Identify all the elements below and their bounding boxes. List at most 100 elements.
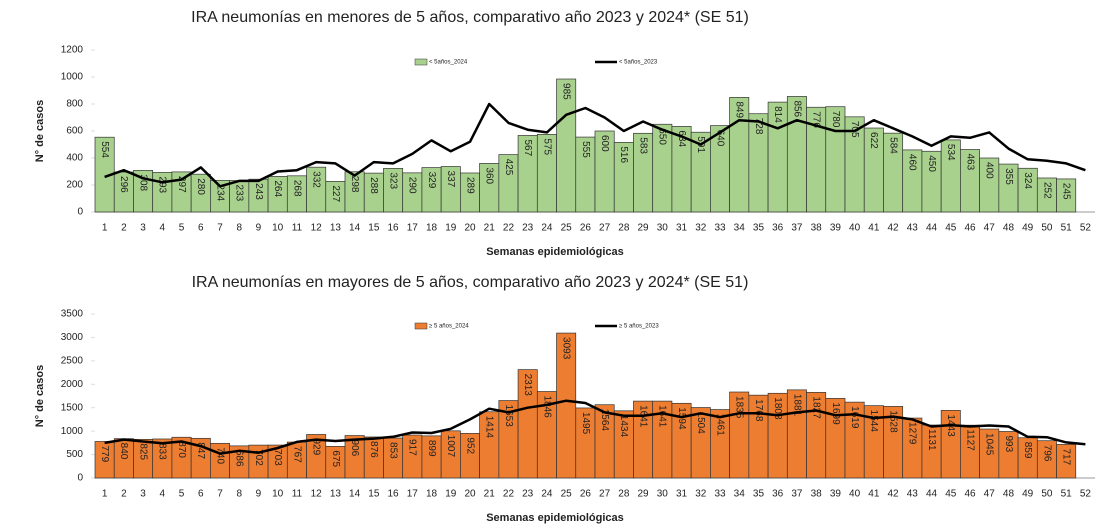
x-tick-label: 9 [256,223,262,234]
value-label: 952 [464,437,475,454]
x-tick-label: 22 [503,223,515,234]
legend-label: < 5años_2023 [619,60,658,66]
x-tick-label: 49 [1022,489,1034,500]
value-label: 600 [599,135,610,152]
value-label: 650 [657,128,668,145]
value-label: 814 [772,106,783,123]
x-tick-label: 26 [580,223,592,234]
x-tick-label: 50 [1041,489,1053,500]
y-tick-label: 800 [66,99,83,110]
x-tick-label: 2 [121,223,127,234]
value-label: 1827 [811,396,822,419]
value-label: 870 [176,441,187,458]
x-tick-label: 12 [311,223,323,234]
x-tick-label: 13 [330,223,342,234]
x-tick-label: 41 [868,223,880,234]
chart-title: IRA neumonías en mayores de 5 años, comp… [192,274,749,291]
value-label: 234 [214,184,225,201]
value-label: 332 [311,171,322,188]
value-label: 686 [234,450,245,467]
value-label: 1594 [676,407,687,430]
x-tick-label: 51 [1061,489,1073,500]
value-label: 702 [253,449,264,466]
x-tick-label: 40 [849,489,861,500]
value-label: 555 [580,141,591,158]
x-tick-label: 15 [368,489,380,500]
x-tick-label: 49 [1022,223,1034,234]
value-label: 776 [811,111,822,128]
x-tick-label: 3 [140,223,146,234]
x-tick-label: 27 [599,489,611,500]
bar [1056,444,1077,479]
line [104,102,1086,188]
x-axis-title: Semanas epidemiológicas [486,512,624,524]
value-label: 290 [407,177,418,194]
x-tick-label: 32 [695,223,707,234]
x-tick-label: 52 [1080,489,1092,500]
value-label: 740 [214,447,225,464]
y-tick-label: 400 [66,153,83,164]
value-label: 1007 [445,435,456,458]
x-tick-label: 20 [464,223,476,234]
x-tick-label: 5 [179,223,185,234]
legend-label: < 5años_2024 [429,60,468,66]
value-label: 917 [407,439,418,456]
value-label: 2313 [522,374,533,397]
value-label: 1414 [484,416,495,439]
y-tick-label: 3000 [61,332,84,343]
value-label: 856 [791,100,802,117]
value-label: 1131 [926,429,937,451]
x-tick-label: 34 [734,489,746,500]
value-label: 899 [426,440,437,457]
value-label: 567 [522,139,533,156]
x-tick-label: 52 [1080,223,1092,234]
x-tick-label: 14 [349,489,361,500]
value-label: 324 [1022,172,1033,189]
x-tick-label: 37 [791,489,803,500]
value-label: 554 [99,141,110,158]
value-label: 329 [426,172,437,189]
x-tick-label: 14 [349,223,361,234]
value-label: 516 [618,146,629,163]
x-tick-label: 18 [426,223,438,234]
value-label: 360 [484,167,495,184]
value-label: 717 [1061,448,1072,465]
value-label: 833 [157,443,168,460]
x-tick-label: 43 [907,489,919,500]
x-tick-label: 44 [926,223,938,234]
x-tick-label: 28 [618,223,630,234]
value-label: 425 [503,159,514,176]
y-tick-label: 2500 [61,355,84,366]
x-tick-label: 16 [388,223,400,234]
value-label: 847 [195,442,206,459]
x-tick-label: 43 [907,223,919,234]
y-tick-label: 0 [77,207,83,218]
x-tick-label: 44 [926,489,938,500]
value-label: 985 [561,83,572,100]
x-tick-label: 8 [236,489,242,500]
x-tick-label: 31 [676,489,688,500]
y-tick-label: 1200 [61,45,84,56]
x-tick-label: 48 [1003,223,1015,234]
value-label: 1835 [734,396,745,419]
x-tick-label: 6 [198,223,204,234]
value-label: 400 [984,162,995,179]
value-label: 355 [1003,168,1014,185]
value-label: 297 [176,176,187,193]
x-tick-label: 23 [522,489,534,500]
x-tick-label: 51 [1061,223,1073,234]
y-tick-label: 200 [66,180,83,191]
y-tick-label: 1500 [61,402,84,413]
x-tick-label: 38 [811,489,823,500]
y-tick-label: 2000 [61,379,84,390]
value-label: 1808 [772,397,783,420]
y-tick-label: 1000 [61,72,84,83]
value-label: 252 [1041,182,1052,199]
x-tick-label: 30 [657,489,669,500]
value-label: 245 [1061,183,1072,200]
x-tick-label: 50 [1041,223,1053,234]
value-label: 1619 [849,406,860,429]
value-label: 1564 [599,409,610,432]
value-label: 876 [368,441,379,458]
